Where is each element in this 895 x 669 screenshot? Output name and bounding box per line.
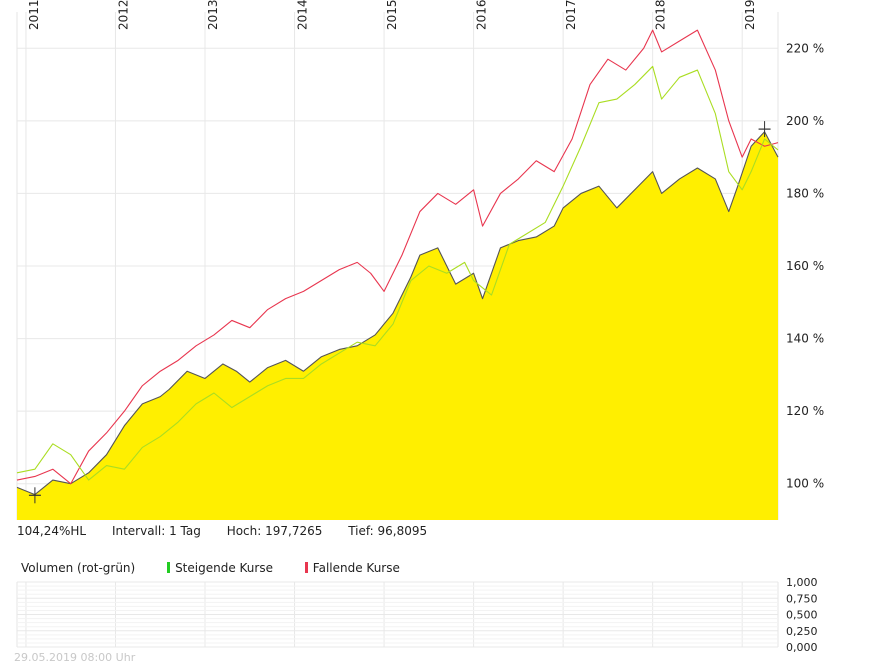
timestamp: 29.05.2019 08:00 Uhr bbox=[14, 651, 136, 664]
series-line bbox=[16, 131, 779, 496]
y-tick-label: 160 % bbox=[786, 259, 824, 273]
high-value: Hoch: 197,7265 bbox=[226, 524, 323, 538]
x-axis-ticks: 2011 2012 2013 2014 2015 2016 2017 2018 2019 bbox=[27, 0, 757, 30]
volume-y-axis-ticks: 1,000 0,750 0,500 0,250 0,000 bbox=[786, 576, 818, 654]
falling-swatch bbox=[304, 562, 308, 573]
x-tick-label: 2016 bbox=[475, 0, 489, 30]
chart-info-line: 104,24%HL Intervall: 1 Tag Hoch: 197,726… bbox=[17, 524, 449, 538]
series-area bbox=[17, 131, 778, 520]
y-tick-label: 100 % bbox=[786, 477, 824, 491]
low-value: Tief: 96,8095 bbox=[348, 524, 428, 538]
legend-falling: Fallende Kurse bbox=[304, 561, 400, 575]
volume-y-tick-label: 0,750 bbox=[786, 592, 818, 605]
y-tick-label: 180 % bbox=[786, 186, 824, 200]
x-tick-label: 2014 bbox=[296, 0, 310, 30]
series-line bbox=[16, 29, 779, 485]
volume-legend: Volumen (rot-grün) Steigende Kurse Falle… bbox=[21, 561, 428, 575]
legend-rising-label: Steigende Kurse bbox=[175, 561, 273, 575]
interval-label: Intervall: 1 Tag bbox=[111, 524, 201, 538]
high-low-markers bbox=[28, 121, 771, 504]
series-line bbox=[16, 65, 779, 481]
y-tick-label: 200 % bbox=[786, 114, 824, 128]
y-tick-label: 140 % bbox=[786, 332, 824, 346]
series-layer bbox=[16, 29, 779, 520]
y-tick-label: 120 % bbox=[786, 404, 824, 418]
x-tick-label: 2015 bbox=[385, 0, 399, 30]
volume-grid bbox=[16, 581, 779, 648]
volume-y-tick-label: 1,000 bbox=[786, 576, 818, 589]
volume-y-tick-label: 0,000 bbox=[786, 641, 818, 654]
y-axis-ticks: 100 % 120 % 140 % 160 % 180 % 200 % 220 % bbox=[786, 41, 824, 490]
y-tick-label: 220 % bbox=[786, 41, 824, 55]
legend-rising: Steigende Kurse bbox=[167, 561, 273, 575]
x-tick-label: 2011 bbox=[27, 0, 41, 30]
x-tick-label: 2019 bbox=[743, 0, 757, 30]
hl-label: 104,24%HL bbox=[17, 524, 87, 538]
x-tick-label: 2018 bbox=[654, 0, 668, 30]
volume-title: Volumen (rot-grün) bbox=[21, 561, 136, 575]
x-tick-label: 2013 bbox=[206, 0, 220, 30]
x-tick-label: 2012 bbox=[116, 0, 130, 30]
x-tick-label: 2017 bbox=[564, 0, 578, 30]
volume-y-tick-label: 0,500 bbox=[786, 609, 818, 622]
legend-falling-label: Fallende Kurse bbox=[312, 561, 400, 575]
volume-y-tick-label: 0,250 bbox=[786, 625, 818, 638]
rising-swatch bbox=[167, 562, 171, 573]
